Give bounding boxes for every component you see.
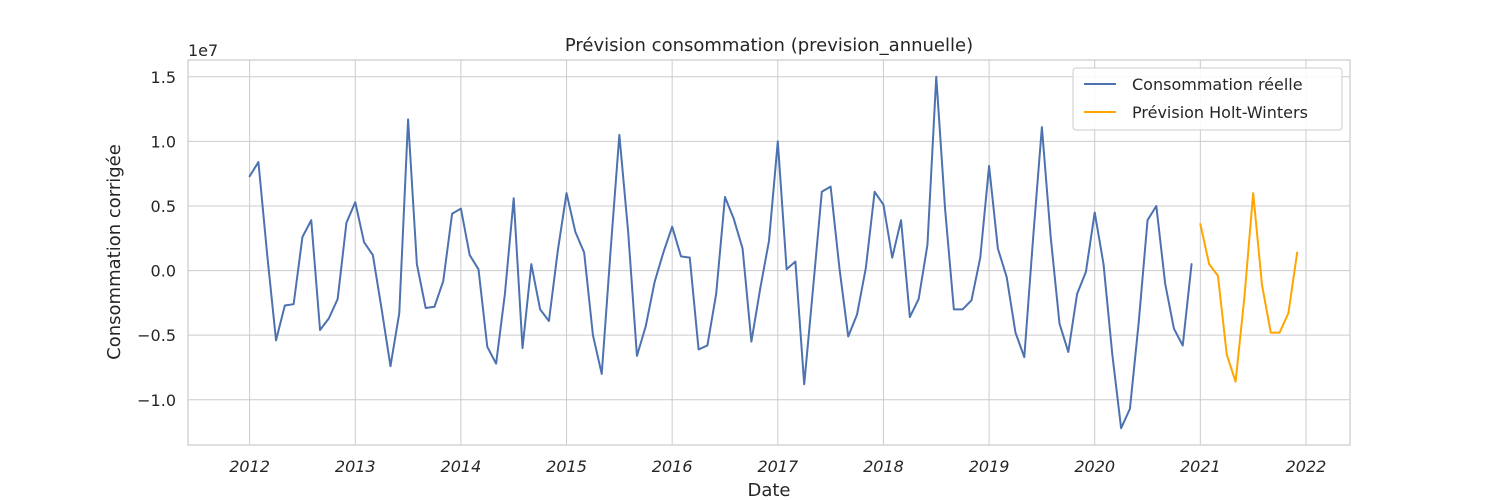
- series-line-consommation: [248, 75, 1193, 430]
- x-tick-label: 2014: [441, 457, 482, 476]
- x-tick-label: 2017: [757, 457, 799, 476]
- x-tick-label: 2015: [546, 457, 587, 476]
- y-tick-label: 1.5: [151, 68, 176, 87]
- x-tick-label: 2018: [863, 457, 904, 476]
- series-lines: [248, 75, 1299, 430]
- legend-box: [1072, 67, 1343, 131]
- legend: Consommation réelle Prévision Holt-Winte…: [1072, 67, 1343, 131]
- y-offset-label: 1e7: [188, 41, 218, 60]
- x-tick-label: 2022: [1286, 457, 1327, 476]
- x-tick-label: 2012: [229, 457, 270, 476]
- series-line-prevision: [1199, 192, 1299, 383]
- x-tick-label: 2021: [1180, 457, 1221, 476]
- y-tick-label: −1.0: [137, 391, 176, 410]
- plot-frame: [187, 59, 1351, 446]
- x-tick-label: 2013: [335, 457, 376, 476]
- chart-title: Prévision consommation (prevision_annuel…: [565, 35, 973, 56]
- y-tick-label: 0.0: [151, 262, 176, 281]
- y-tick-label: −0.5: [137, 326, 176, 345]
- x-tick-label: 2019: [969, 457, 1010, 476]
- legend-label-prevision: Prévision Holt-Winters: [1132, 103, 1308, 122]
- x-tick-label: 2016: [652, 457, 693, 476]
- x-axis-title: Date: [747, 480, 790, 500]
- tick-labels: 2012 2013 2014 2015 2016 2017 2018 2019 2020 2021…: [137, 68, 1326, 476]
- legend-label-consommation: Consommation réelle: [1132, 75, 1303, 94]
- x-tick-label: 2020: [1074, 457, 1115, 476]
- y-tick-label: 0.5: [151, 197, 176, 216]
- y-tick-label: 1.0: [151, 132, 176, 151]
- y-axis-title: Consommation corrigée: [104, 144, 125, 360]
